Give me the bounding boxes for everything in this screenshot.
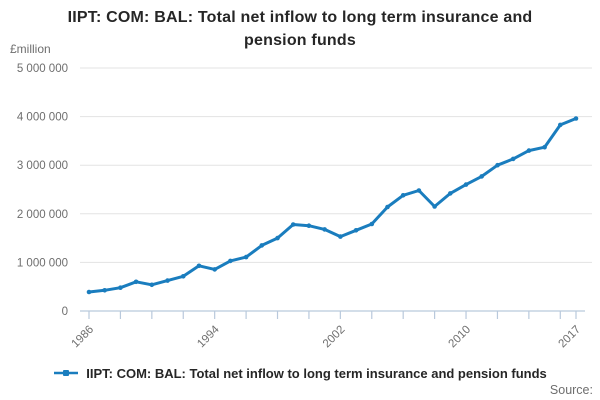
- x-axis-tick-label: 2010: [447, 324, 474, 351]
- data-point: [463, 182, 469, 187]
- chart-title-line1: IIPT: COM: BAL: Total net inflow to long…: [67, 9, 533, 26]
- legend-line-marker-icon: [54, 370, 79, 376]
- data-point: [338, 234, 343, 239]
- data-point: [290, 222, 296, 227]
- data-point: [306, 223, 312, 228]
- chart-title-line2: pension funds: [244, 32, 356, 49]
- y-axis-tick-label: 4 000 000: [17, 112, 68, 124]
- data-point: [510, 156, 516, 162]
- data-point: [526, 148, 532, 153]
- data-point: [400, 193, 406, 198]
- x-axis-tick-label: 2002: [321, 324, 348, 351]
- data-point: [495, 162, 500, 168]
- data-point: [212, 267, 217, 272]
- y-axis-tick-label: 0: [62, 306, 68, 318]
- x-axis-tick-label: 1994: [195, 323, 222, 350]
- data-point: [558, 122, 563, 128]
- data-point: [181, 274, 186, 279]
- data-point: [196, 263, 202, 269]
- legend: IIPT: COM: BAL: Total net inflow to long…: [0, 363, 600, 383]
- x-axis-tick-label: 1986: [70, 324, 97, 351]
- data-line: [87, 117, 578, 294]
- line-chart-plot: 0 1 000 000 2 000 000 3 000 000 4 000 000 5 0…: [17, 63, 592, 351]
- data-point: [353, 228, 359, 233]
- data-point: [479, 174, 485, 179]
- data-point: [228, 258, 233, 264]
- chart-title: IIPT: COM: BAL: Total net inflow to long…: [0, 6, 600, 52]
- data-point: [86, 289, 92, 295]
- data-point: [133, 279, 139, 285]
- y-axis-tick-label: 3 000 000: [17, 160, 68, 172]
- data-point: [416, 188, 422, 193]
- data-point: [243, 254, 249, 260]
- y-axis-tick-label: 1 000 000: [17, 257, 68, 269]
- data-point: [102, 288, 107, 293]
- data-point: [275, 235, 280, 241]
- data-point: [542, 144, 547, 150]
- data-point: [385, 204, 390, 210]
- source-label: Source:: [549, 383, 593, 397]
- data-point: [259, 243, 265, 248]
- data-point: [118, 285, 123, 291]
- data-point: [573, 116, 579, 121]
- data-point: [432, 204, 437, 209]
- data-point: [448, 191, 453, 196]
- legend-label: IIPT: COM: BAL: Total net inflow to long…: [86, 365, 547, 381]
- data-point: [322, 227, 327, 232]
- y-axis-tick-label: 2 000 000: [17, 209, 68, 221]
- x-axis-tick-label: 2017: [557, 324, 584, 351]
- data-point: [165, 278, 170, 283]
- data-point: [149, 282, 155, 288]
- y-axis-unit-label: £million: [10, 42, 51, 56]
- data-point: [369, 221, 375, 227]
- y-axis-tick-label: 5 000 000: [17, 63, 68, 75]
